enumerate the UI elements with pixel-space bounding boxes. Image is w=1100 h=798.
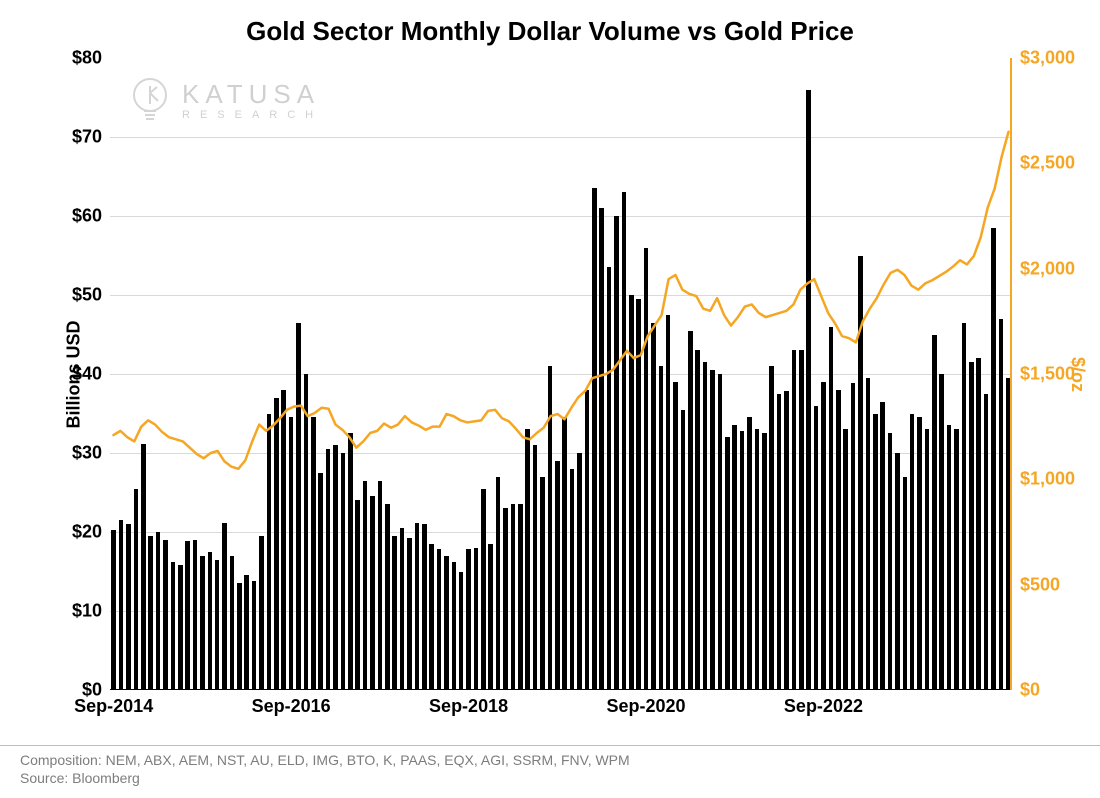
- left-y-axis-label: Billions USD: [64, 320, 85, 428]
- right-tick-label: $1,000: [1012, 469, 1075, 490]
- left-tick-label: $30: [72, 443, 110, 464]
- left-tick-label: $10: [72, 601, 110, 622]
- right-tick-label: $500: [1012, 574, 1060, 595]
- right-tick-label: $2,000: [1012, 258, 1075, 279]
- chart-title: Gold Sector Monthly Dollar Volume vs Gol…: [0, 16, 1100, 47]
- left-tick-label: $60: [72, 206, 110, 227]
- right-tick-label: $2,500: [1012, 153, 1075, 174]
- left-tick-label: $50: [72, 285, 110, 306]
- right-tick-label: $3,000: [1012, 48, 1075, 69]
- x-tick-label: Sep-2018: [429, 690, 508, 717]
- footnote-divider: [0, 745, 1100, 746]
- watermark-main: KATUSA: [182, 81, 323, 107]
- lightbulb-icon: [128, 75, 172, 127]
- chart-container: Gold Sector Monthly Dollar Volume vs Gol…: [0, 0, 1100, 798]
- watermark-sub: RESEARCH: [182, 110, 323, 121]
- left-tick-label: $70: [72, 127, 110, 148]
- x-axis-line: [110, 689, 1012, 690]
- left-tick-label: $20: [72, 522, 110, 543]
- x-tick-label: Sep-2014: [74, 690, 153, 717]
- footnote-composition: Composition: NEM, ABX, AEM, NST, AU, ELD…: [20, 752, 630, 768]
- x-tick-label: Sep-2016: [252, 690, 331, 717]
- katusa-watermark: KATUSA RESEARCH: [128, 75, 323, 127]
- x-tick-label: Sep-2020: [606, 690, 685, 717]
- right-y-axis-label: $/oz: [1067, 357, 1088, 392]
- gold-price-line: [110, 58, 1012, 690]
- right-tick-label: $0: [1012, 680, 1040, 701]
- footnote-source: Source: Bloomberg: [20, 770, 140, 786]
- x-tick-label: Sep-2022: [784, 690, 863, 717]
- right-tick-label: $1,500: [1012, 364, 1075, 385]
- left-tick-label: $80: [72, 48, 110, 69]
- plot-area: $0$10$20$30$40$50$60$70$80 $0$500$1,000$…: [110, 58, 1012, 690]
